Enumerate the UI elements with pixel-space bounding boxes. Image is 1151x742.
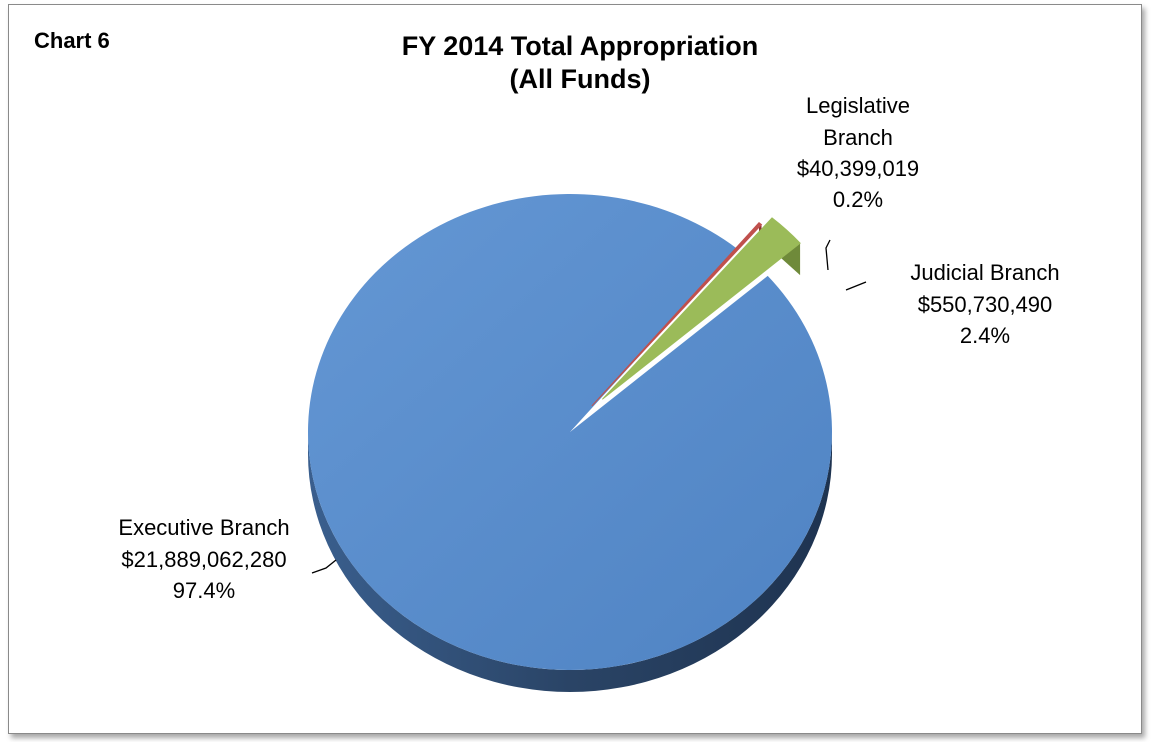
chart-title-line-1: FY 2014 Total Appropriation xyxy=(402,31,759,61)
data-label-executive-value: $21,889,062,280 xyxy=(121,547,286,572)
leader-line-legislative xyxy=(825,239,831,271)
chart-title-line-2: (All Funds) xyxy=(510,64,651,94)
data-label-legislative-value: $40,399,019 xyxy=(797,156,919,181)
pie-slice-judicial xyxy=(601,217,801,400)
data-label-judicial-value: $550,730,490 xyxy=(918,292,1053,317)
pie-slice-executive xyxy=(308,194,832,671)
data-label-judicial-percent: 2.4% xyxy=(960,323,1010,348)
pie-slice-legislative xyxy=(591,222,763,407)
leader-line-executive xyxy=(311,559,337,574)
data-label-executive-percent: 97.4% xyxy=(173,578,235,603)
data-label-legislative-name-1: Legislative xyxy=(806,93,910,118)
data-label-judicial-name: Judicial Branch xyxy=(910,260,1059,285)
data-label-legislative-name-2: Branch xyxy=(823,125,893,150)
leader-line-judicial xyxy=(845,281,867,291)
pie-layer xyxy=(308,194,832,692)
data-label-legislative-percent: 0.2% xyxy=(833,187,883,212)
data-label-executive-name: Executive Branch xyxy=(118,515,289,540)
chart-tag: Chart 6 xyxy=(34,28,110,53)
